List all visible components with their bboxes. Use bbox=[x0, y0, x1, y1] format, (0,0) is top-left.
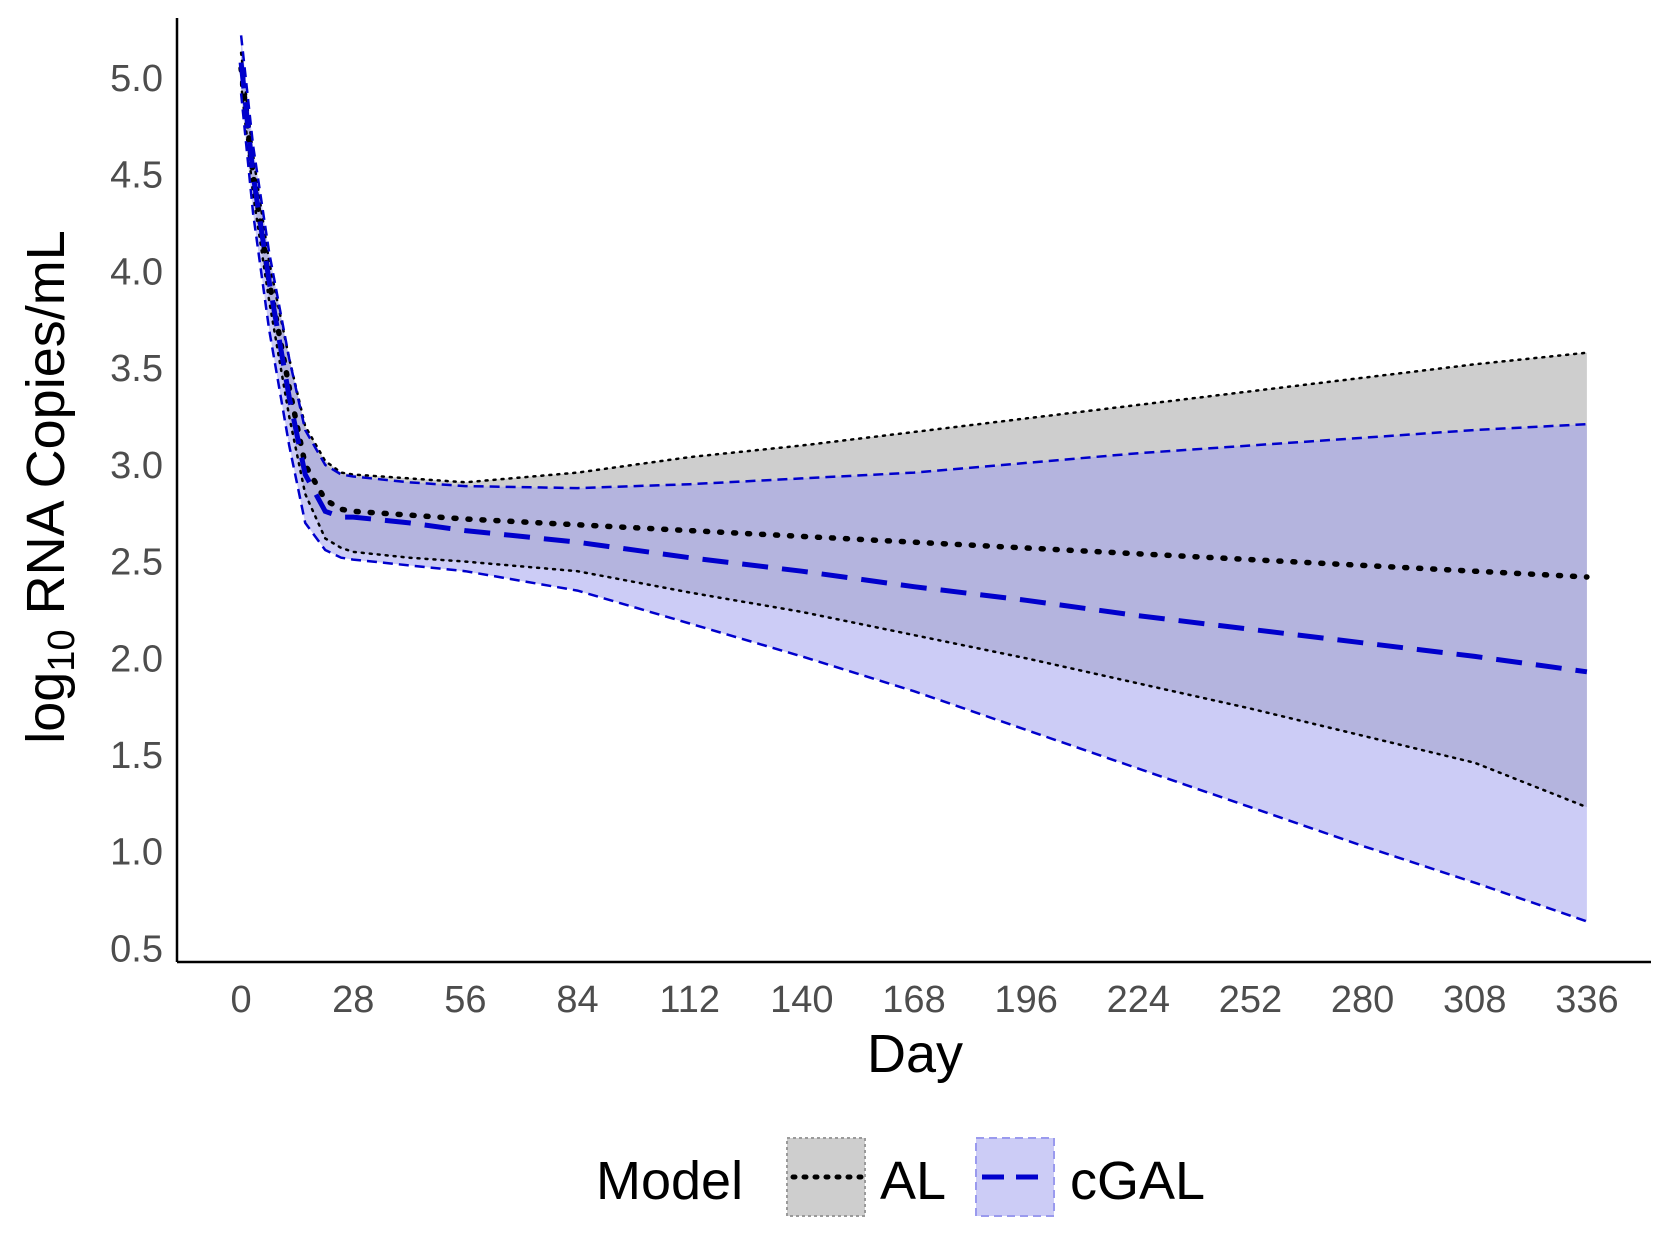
x-tick-label: 84 bbox=[556, 979, 598, 1021]
x-axis-title: Day bbox=[867, 1024, 963, 1084]
x-tick-label: 196 bbox=[994, 979, 1057, 1021]
y-axis-title-subscript: 10 bbox=[41, 629, 83, 671]
confidence-bands bbox=[241, 35, 1587, 922]
y-axis-title: log10 RNA Copies/mL bbox=[16, 230, 83, 744]
line-al-lower bbox=[239, 82, 1589, 809]
x-tick-label: 28 bbox=[332, 979, 374, 1021]
y-axis-title-suffix: RNA Copies/mL bbox=[16, 230, 76, 629]
legend-item-cgal: cGAL bbox=[975, 1137, 1205, 1217]
y-tick-label: 4.0 bbox=[110, 251, 163, 293]
legend-label-cgal: cGAL bbox=[1070, 1151, 1205, 1211]
y-tick-label: 0.5 bbox=[110, 928, 163, 970]
legend-label-al: AL bbox=[880, 1151, 946, 1211]
y-axis-title-prefix: log bbox=[16, 672, 76, 744]
x-axis-ticks: 0 28 56 84 112 140 168 196 224 252 280 308 336 bbox=[231, 979, 1619, 1021]
x-tick-label: 224 bbox=[1107, 979, 1170, 1021]
x-tick-label: 336 bbox=[1555, 979, 1618, 1021]
line-cgal-lower bbox=[239, 93, 1588, 923]
x-tick-label: 112 bbox=[659, 979, 720, 1021]
y-tick-label: 1.5 bbox=[110, 735, 163, 777]
y-tick-label: 1.0 bbox=[110, 832, 163, 874]
y-tick-label: 3.0 bbox=[110, 445, 163, 487]
y-tick-label: 4.5 bbox=[110, 155, 163, 197]
x-tick-label: 0 bbox=[231, 979, 252, 1021]
x-tick-label: 168 bbox=[882, 979, 945, 1021]
x-tick-label: 56 bbox=[444, 979, 486, 1021]
y-tick-label: 3.5 bbox=[110, 348, 163, 390]
legend: Model AL cGAL bbox=[596, 1137, 1205, 1217]
line-cgal-mean bbox=[238, 62, 1588, 675]
y-tick-label: 2.0 bbox=[110, 638, 163, 680]
y-axis-ticks: 0.5 1.0 1.5 2.0 2.5 3.0 3.5 4.0 4.5 5.0 bbox=[110, 58, 163, 970]
x-tick-label: 308 bbox=[1443, 979, 1506, 1021]
y-tick-label: 2.5 bbox=[110, 542, 163, 584]
x-tick-label: 252 bbox=[1219, 979, 1282, 1021]
band-cgal bbox=[241, 35, 1587, 922]
x-tick-label: 280 bbox=[1331, 979, 1394, 1021]
legend-item-al: AL bbox=[786, 1137, 946, 1217]
legend-title: Model bbox=[596, 1151, 743, 1211]
x-tick-label: 140 bbox=[770, 979, 833, 1021]
line-cgal-upper bbox=[239, 35, 1587, 490]
y-tick-label: 5.0 bbox=[110, 58, 163, 100]
series-lines bbox=[238, 35, 1590, 923]
